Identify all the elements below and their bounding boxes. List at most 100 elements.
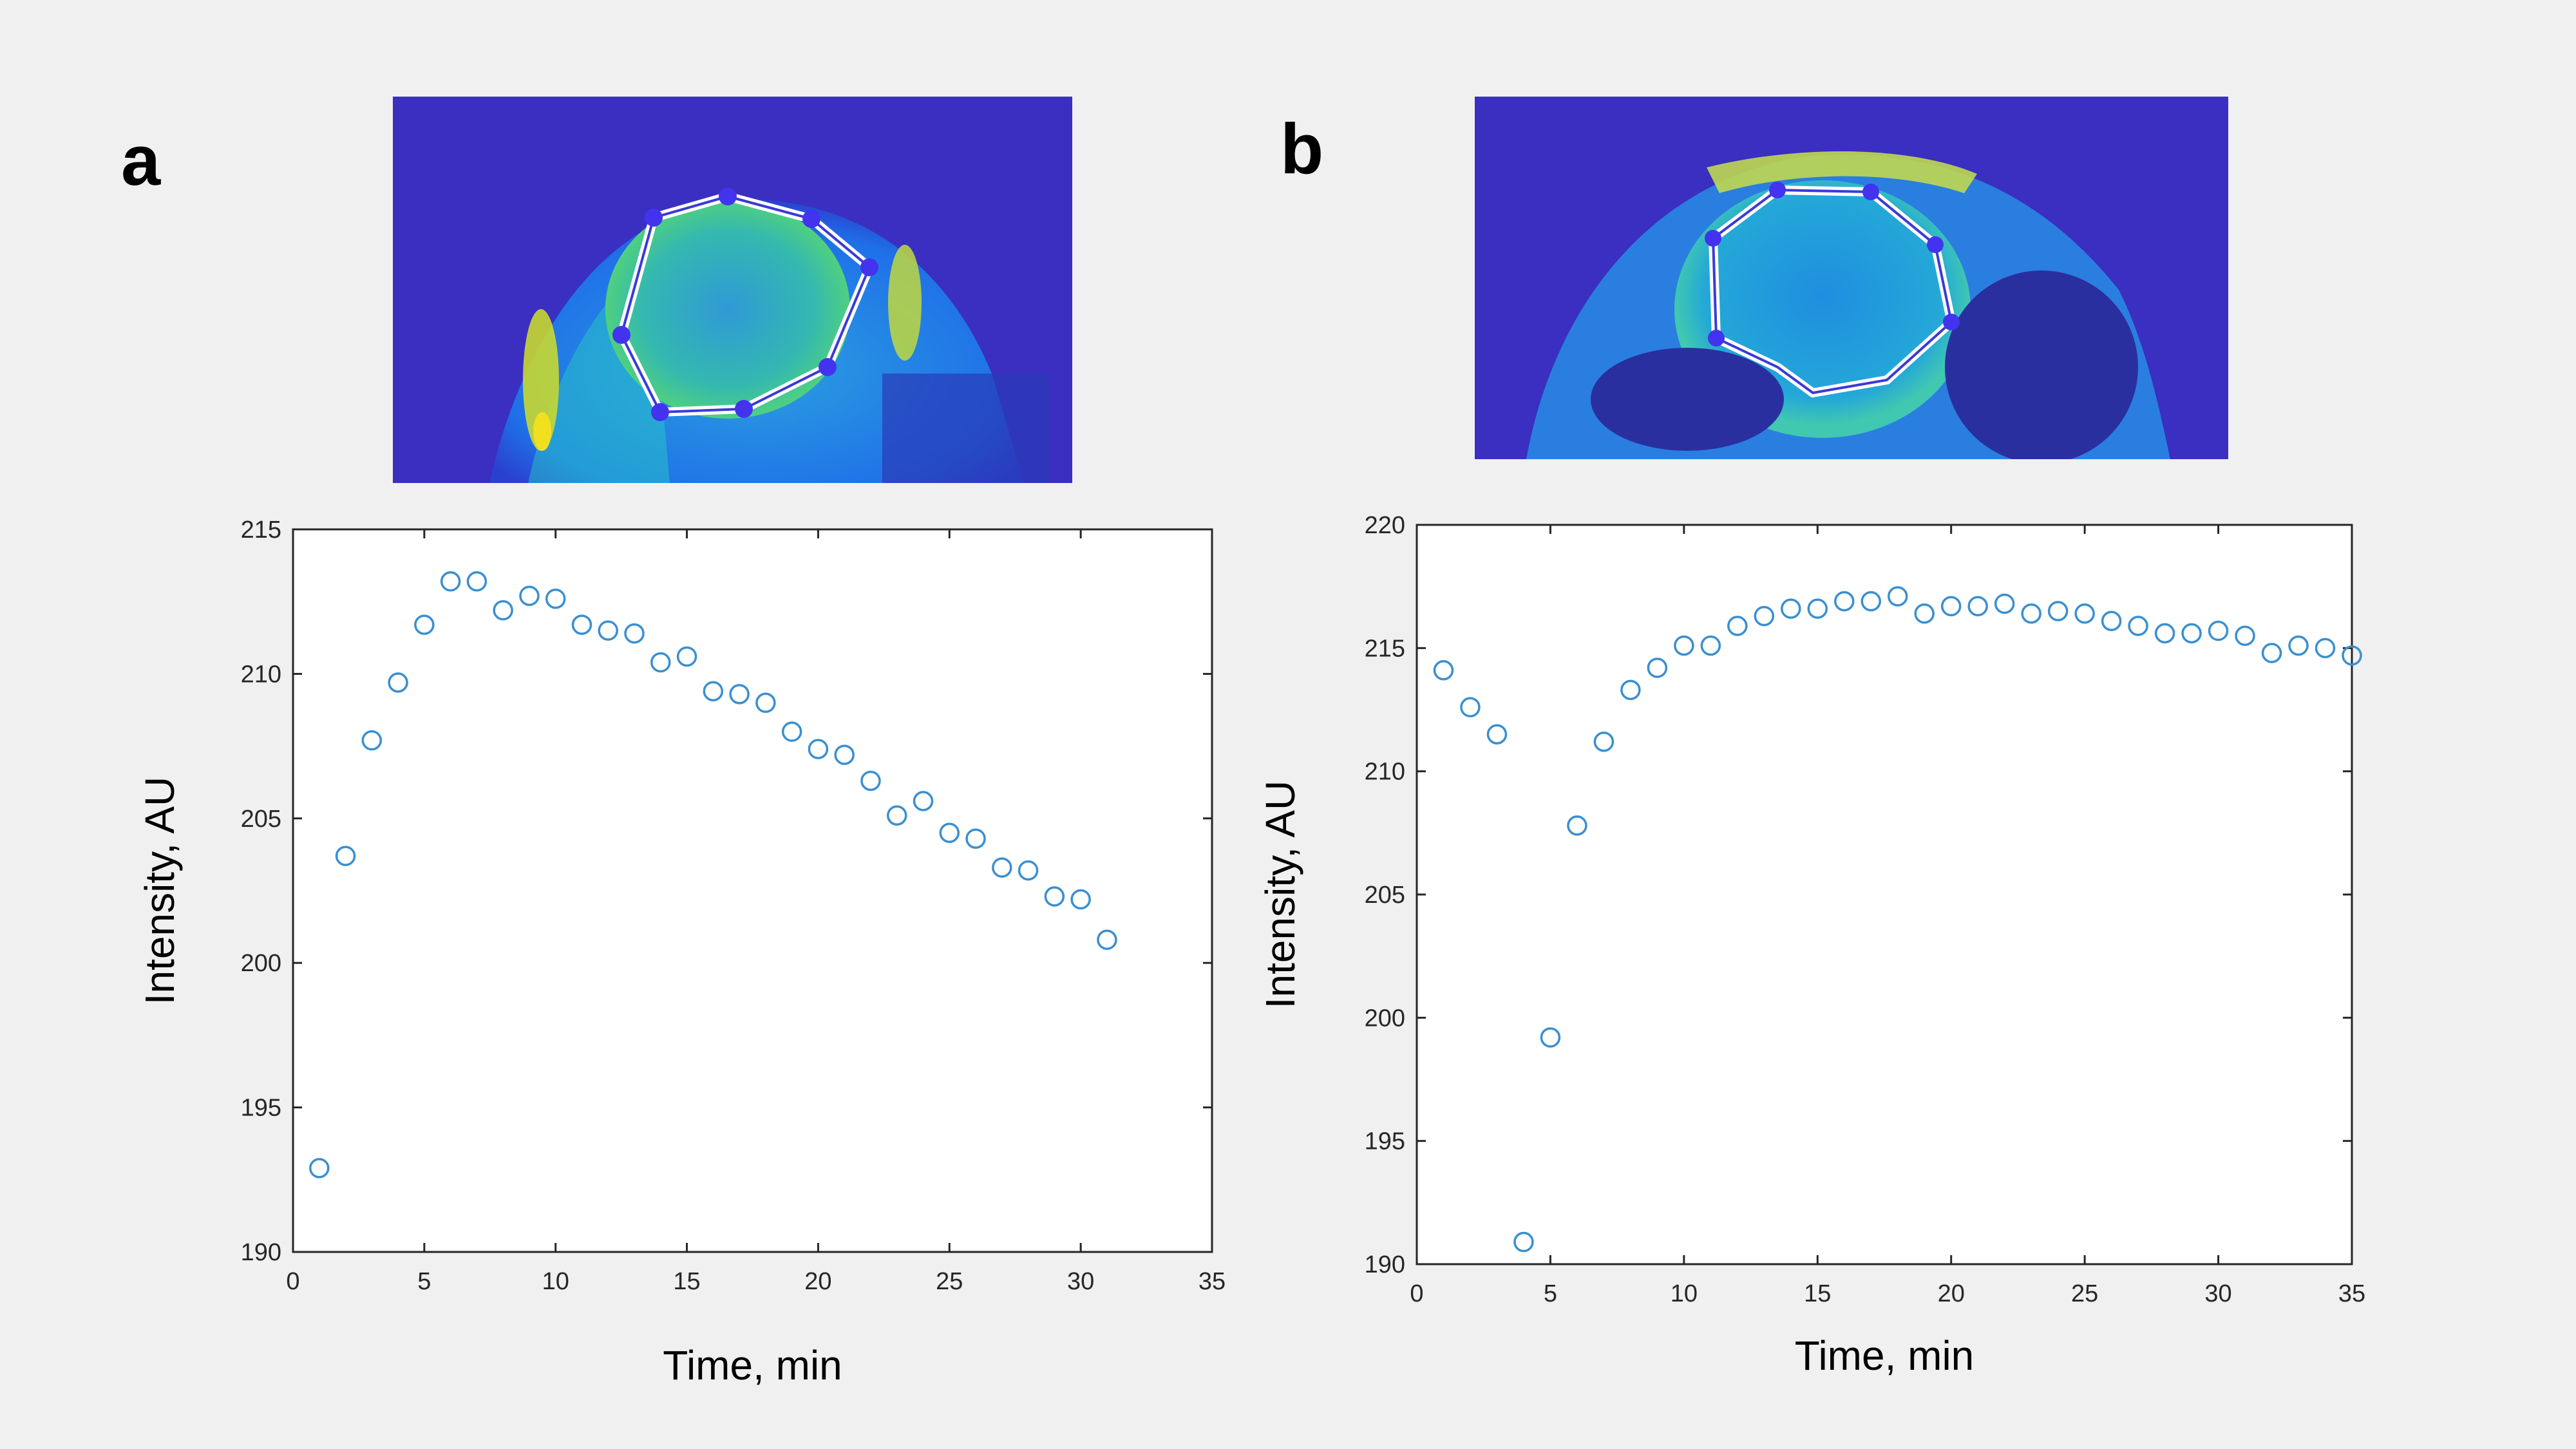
y-axis-label: Intensity, AU <box>1257 781 1303 1009</box>
data-point <box>1754 605 1775 627</box>
data-point <box>650 652 671 673</box>
x-tick-label: 10 <box>1671 1280 1698 1307</box>
data-point <box>1700 635 1721 656</box>
x-axis-label: Time, min <box>663 1342 842 1388</box>
data-point <box>1097 929 1117 951</box>
data-point <box>388 672 408 693</box>
data-point <box>2128 616 2148 636</box>
data-point <box>886 805 907 826</box>
data-point <box>965 828 986 849</box>
x-tick-label: 0 <box>286 1268 299 1295</box>
data-point <box>1940 596 1962 617</box>
data-point <box>1593 731 1615 752</box>
x-tick-label: 0 <box>1410 1280 1423 1307</box>
data-point <box>2315 638 2336 659</box>
mri-heatmap-image-a <box>393 97 1072 483</box>
data-point <box>1044 886 1065 907</box>
plot-area <box>1416 524 2353 1265</box>
y-axis-label: Intensity, AU <box>137 777 183 1005</box>
data-point <box>414 614 435 635</box>
data-point <box>2021 603 2041 624</box>
data-point <box>519 585 540 606</box>
data-point <box>571 614 592 635</box>
data-point <box>1486 724 1508 745</box>
x-tick-label: 35 <box>2338 1280 2365 1307</box>
data-point <box>1994 593 2015 614</box>
data-point <box>992 857 1012 878</box>
data-point <box>1567 815 1587 836</box>
y-tick-label: 210 <box>1365 759 1405 786</box>
data-point <box>2154 623 2175 644</box>
data-point <box>545 588 566 609</box>
x-tick-label: 30 <box>1067 1268 1094 1295</box>
data-point <box>2047 601 2069 621</box>
data-point <box>1540 1027 1561 1048</box>
x-tick-label: 5 <box>417 1268 431 1295</box>
mri-heatmap-image-b <box>1475 97 2228 459</box>
y-tick-label: 190 <box>1365 1251 1405 1278</box>
data-point <box>2235 625 2255 646</box>
data-point <box>1861 591 1882 612</box>
data-point <box>755 692 776 714</box>
data-point <box>1647 658 1668 678</box>
data-point <box>1460 697 1481 717</box>
y-tick-label: 200 <box>1365 1005 1405 1032</box>
data-point <box>860 770 881 791</box>
data-point <box>1727 616 1748 636</box>
x-tick-label: 15 <box>1804 1280 1831 1307</box>
data-point <box>598 620 619 641</box>
data-point <box>1807 598 1828 619</box>
data-point <box>1887 586 1908 607</box>
x-tick-label: 25 <box>936 1268 963 1295</box>
data-point <box>781 721 802 742</box>
y-tick-label: 205 <box>1365 882 1405 909</box>
x-tick-label: 20 <box>804 1268 831 1295</box>
x-tick-label: 5 <box>1544 1280 1557 1307</box>
y-tick-label: 215 <box>1365 635 1405 662</box>
data-point <box>2074 603 2095 624</box>
data-point <box>1967 596 1988 617</box>
data-point <box>729 684 750 705</box>
data-point <box>2101 611 2122 631</box>
data-point <box>808 739 829 759</box>
y-tick-label: 195 <box>1365 1128 1405 1155</box>
x-tick-label: 10 <box>542 1268 569 1295</box>
y-tick-label: 205 <box>241 806 281 833</box>
y-tick-label: 220 <box>1365 512 1405 539</box>
chart-a: 0 5 10 15 20 25 30 35 190 195 200 205 210 215 Time, mi… <box>137 516 1226 1388</box>
y-tick-label: 190 <box>241 1239 281 1266</box>
x-axis-label: Time, min <box>1795 1332 1975 1379</box>
x-tick-label: 35 <box>1198 1268 1226 1295</box>
data-point <box>2208 620 2229 641</box>
data-point <box>1513 1231 1534 1253</box>
data-point <box>2342 645 2362 666</box>
y-tick-label: 215 <box>241 516 281 544</box>
data-point <box>466 571 488 592</box>
x-tick-label: 25 <box>2071 1280 2098 1307</box>
data-point <box>1834 591 1855 612</box>
data-point <box>440 571 461 592</box>
data-point <box>2181 623 2202 644</box>
data-point <box>676 646 697 667</box>
data-point <box>361 730 383 751</box>
panel-label-a: a <box>121 121 161 200</box>
data-point <box>624 623 645 644</box>
data-point <box>703 681 724 702</box>
data-point <box>309 1158 330 1179</box>
data-point <box>1070 889 1091 910</box>
data-point <box>913 791 934 811</box>
data-point <box>1620 679 1641 701</box>
data-point <box>493 600 513 621</box>
data-point <box>1781 598 1801 619</box>
y-tick-label: 210 <box>241 661 281 688</box>
panel-label-b: b <box>1280 109 1324 189</box>
x-tick-label: 20 <box>1938 1280 1965 1307</box>
data-point <box>2261 643 2282 663</box>
data-point <box>939 822 960 843</box>
data-point <box>834 744 855 765</box>
chart-b: 0 5 10 15 20 25 30 35 190 195 200 205 210 215 220 Time,… <box>1257 512 2365 1379</box>
data-point <box>1914 603 1935 624</box>
x-tick-label: 30 <box>2204 1280 2231 1307</box>
y-tick-label: 200 <box>241 950 281 977</box>
